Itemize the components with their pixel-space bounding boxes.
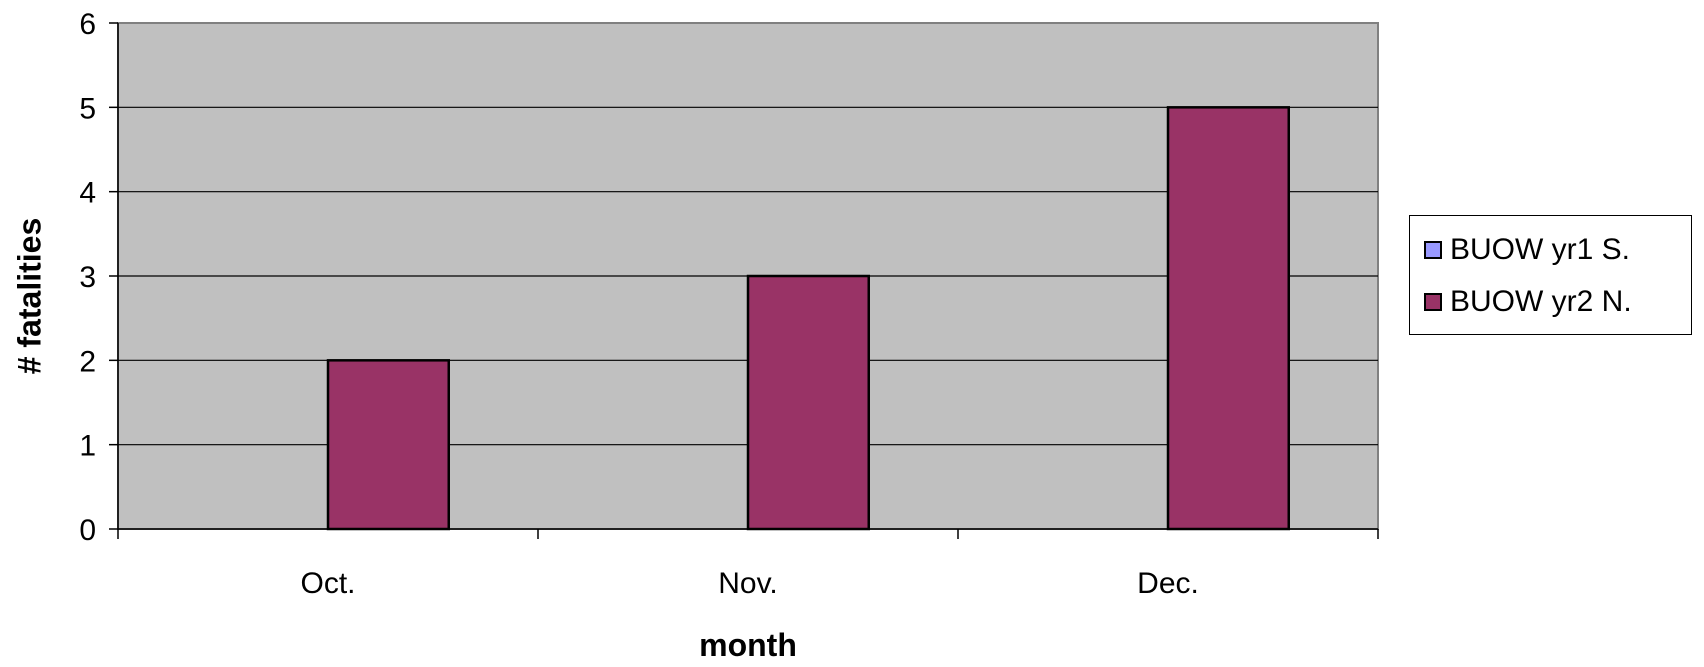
y-tick-label: 6 (79, 8, 96, 41)
x-tick-label: Oct. (300, 567, 355, 600)
legend-label: BUOW yr2 N. (1450, 285, 1632, 318)
bar (746, 274, 870, 531)
y-tick-label: 0 (79, 514, 96, 547)
bar (1166, 106, 1290, 531)
legend-item-yr2: BUOW yr2 N. (1424, 282, 1632, 322)
legend-swatch-icon (1424, 293, 1442, 311)
legend: BUOW yr1 S. BUOW yr2 N. (1409, 215, 1692, 335)
legend-swatch-icon (1424, 241, 1442, 259)
y-tick-label: 1 (79, 430, 96, 463)
y-tick-label: 2 (79, 345, 96, 378)
axes (109, 22, 1379, 539)
bar (326, 359, 450, 531)
y-tick-labels: 0 1 2 3 4 5 6 (79, 8, 96, 547)
legend-item-yr1: BUOW yr1 S. (1424, 230, 1630, 270)
legend-label: BUOW yr1 S. (1450, 233, 1631, 266)
y-axis-label: # fatalities (11, 217, 48, 375)
y-tick-label: 5 (79, 92, 96, 125)
x-tick-label: Nov. (718, 567, 777, 600)
bars (326, 106, 1290, 531)
x-axis-label: month (699, 627, 797, 663)
x-tick-label: Dec. (1137, 567, 1199, 600)
y-tick-label: 4 (79, 177, 96, 210)
x-tick-labels: Oct. Nov. Dec. (300, 567, 1198, 600)
y-tick-label: 3 (79, 261, 96, 294)
